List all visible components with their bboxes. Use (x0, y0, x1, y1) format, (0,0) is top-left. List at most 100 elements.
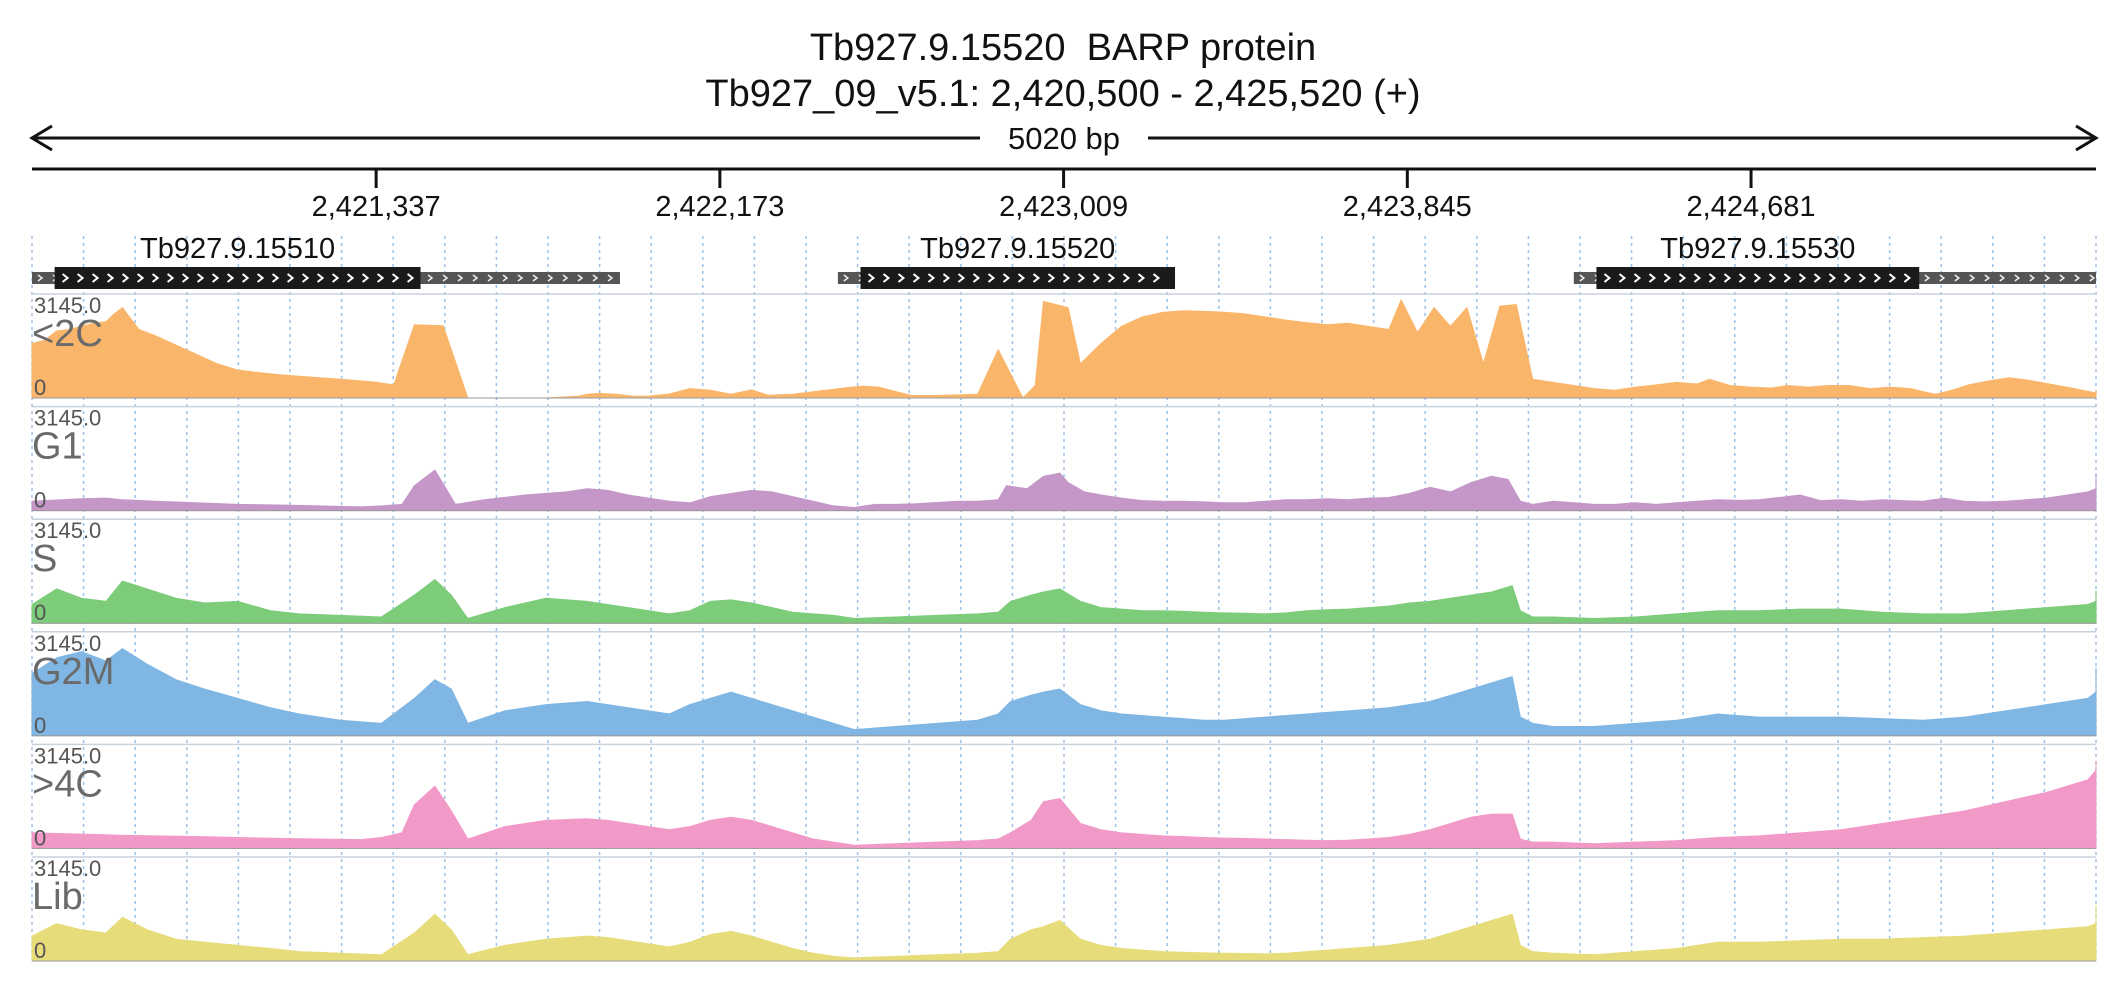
strand-arrow-icon (76, 273, 85, 283)
strand-arrow-icon (1603, 273, 1612, 283)
cds-bar (1596, 267, 1920, 289)
strand-arrow-icon (592, 274, 599, 282)
strand-arrow-icon (957, 273, 966, 283)
gene-label: Tb927.9.15530 (1660, 233, 1855, 265)
strand-arrow-icon (1077, 273, 1086, 283)
strand-arrow-icon (37, 274, 44, 282)
strand-arrow-icon (1648, 273, 1657, 283)
strand-arrow-icon (1678, 273, 1687, 283)
strand-arrow-icon (487, 274, 494, 282)
tick-label: 2,423,845 (1343, 191, 1472, 223)
gene-label: Tb927.9.15510 (140, 233, 335, 265)
track-max-label: 3145.0 (34, 631, 101, 656)
strand-arrow-icon (1002, 273, 1011, 283)
track-max-label: 3145.0 (34, 743, 101, 768)
strand-arrow-icon (1939, 274, 1946, 282)
strand-arrow-icon (1152, 273, 1161, 283)
strand-arrow-icon (1017, 273, 1026, 283)
strand-arrow-icon (1092, 273, 1101, 283)
track-zero-label: 0 (34, 825, 46, 850)
strand-arrow-icon (502, 274, 509, 282)
strand-arrow-icon (151, 273, 160, 283)
strand-arrow-icon (2044, 274, 2051, 282)
strand-arrow-icon (1738, 273, 1747, 283)
track-5: 3145.0>4C 0 (31, 743, 2097, 850)
strand-arrow-icon (1783, 273, 1792, 283)
coverage-tracks: 3145.0<2C03145.0G103145.0S03145.0G2M0314… (31, 293, 2097, 963)
strand-arrow-icon (2029, 274, 2036, 282)
strand-arrow-icon (517, 274, 524, 282)
coordinate-ticks: 2,421,337 2,422,173 2,423,009 2,423,845 2,42… (312, 169, 1816, 223)
strand-arrow-icon (472, 274, 479, 282)
strand-arrow-icon (912, 273, 921, 283)
track-name: >4C (32, 763, 103, 805)
strand-arrow-icon (256, 273, 265, 283)
track-max-label: 3145.0 (34, 518, 101, 543)
strand-arrow-icon (61, 273, 70, 283)
strand-arrow-icon (882, 273, 891, 283)
strand-arrow-icon (607, 274, 614, 282)
strand-arrow-icon (1813, 273, 1822, 283)
strand-arrow-icon (1984, 274, 1991, 282)
strand-arrow-icon (1924, 274, 1931, 282)
gene-Tb927.9.15520: Tb927.9.15520 (837, 233, 1176, 289)
strand-arrow-icon (1999, 274, 2006, 282)
strand-arrow-icon (1618, 273, 1627, 283)
track-3: 3145.0S 0 (31, 518, 2097, 625)
coverage-area (31, 647, 2097, 737)
strand-arrow-icon (1843, 273, 1852, 283)
tick-label: 2,421,337 (312, 191, 441, 223)
strand-arrow-icon (1723, 273, 1732, 283)
strand-arrow-icon (987, 273, 996, 283)
strand-arrow-icon (942, 273, 951, 283)
strand-arrow-icon (547, 274, 554, 282)
track-zero-label: 0 (34, 713, 46, 738)
strand-arrow-icon (1828, 273, 1837, 283)
strand-arrow-icon (1032, 273, 1041, 283)
track-name: G1 (32, 426, 83, 468)
track-zero-label: 0 (34, 488, 46, 513)
coverage-area (31, 298, 2097, 399)
span-label: 5020 bp (1008, 121, 1120, 156)
track-zero-label: 0 (34, 938, 46, 963)
gene-Tb927.9.15510: Tb927.9.15510 (32, 233, 620, 289)
strand-arrow-icon (1047, 273, 1056, 283)
strand-arrow-icon (211, 273, 220, 283)
strand-arrow-icon (226, 273, 235, 283)
track-name: G2M (32, 651, 114, 693)
strand-arrow-icon (346, 273, 355, 283)
strand-arrow-icon (1693, 273, 1702, 283)
strand-arrow-icon (91, 273, 100, 283)
strand-arrow-icon (106, 273, 115, 283)
track-zero-label: 0 (34, 600, 46, 625)
strand-arrow-icon (1768, 273, 1777, 283)
strand-arrow-icon (1873, 273, 1882, 283)
strand-arrow-icon (136, 273, 145, 283)
strand-arrow-icon (2014, 274, 2021, 282)
region-subtitle: Tb927_09_v5.1: 2,420,500 - 2,425,520 (+) (705, 73, 1421, 115)
strand-arrow-icon (301, 273, 310, 283)
strand-arrow-icon (2059, 274, 2066, 282)
chart-title: Tb927.9.15520 BARP protein (809, 27, 1317, 69)
strand-arrow-icon (427, 274, 434, 282)
strand-arrow-icon (972, 273, 981, 283)
cds-bar (860, 267, 1176, 289)
strand-arrow-icon (271, 273, 280, 283)
coverage-area (31, 904, 2097, 962)
strand-arrow-icon (1708, 273, 1717, 283)
strand-arrow-icon (1663, 273, 1672, 283)
strand-arrow-icon (562, 274, 569, 282)
track-name: <2C (32, 313, 103, 355)
tick-label: 2,424,681 (1687, 191, 1816, 223)
strand-arrow-icon (376, 273, 385, 283)
strand-arrow-icon (166, 273, 175, 283)
strand-arrow-icon (1969, 274, 1976, 282)
strand-arrow-icon (331, 273, 340, 283)
strand-arrow-icon (286, 273, 295, 283)
track-2: 3145.0G1 0 (31, 406, 2097, 513)
strand-arrow-icon (843, 274, 850, 282)
gene-Tb927.9.15530: Tb927.9.15530 (1573, 233, 2096, 289)
strand-arrow-icon (391, 273, 400, 283)
